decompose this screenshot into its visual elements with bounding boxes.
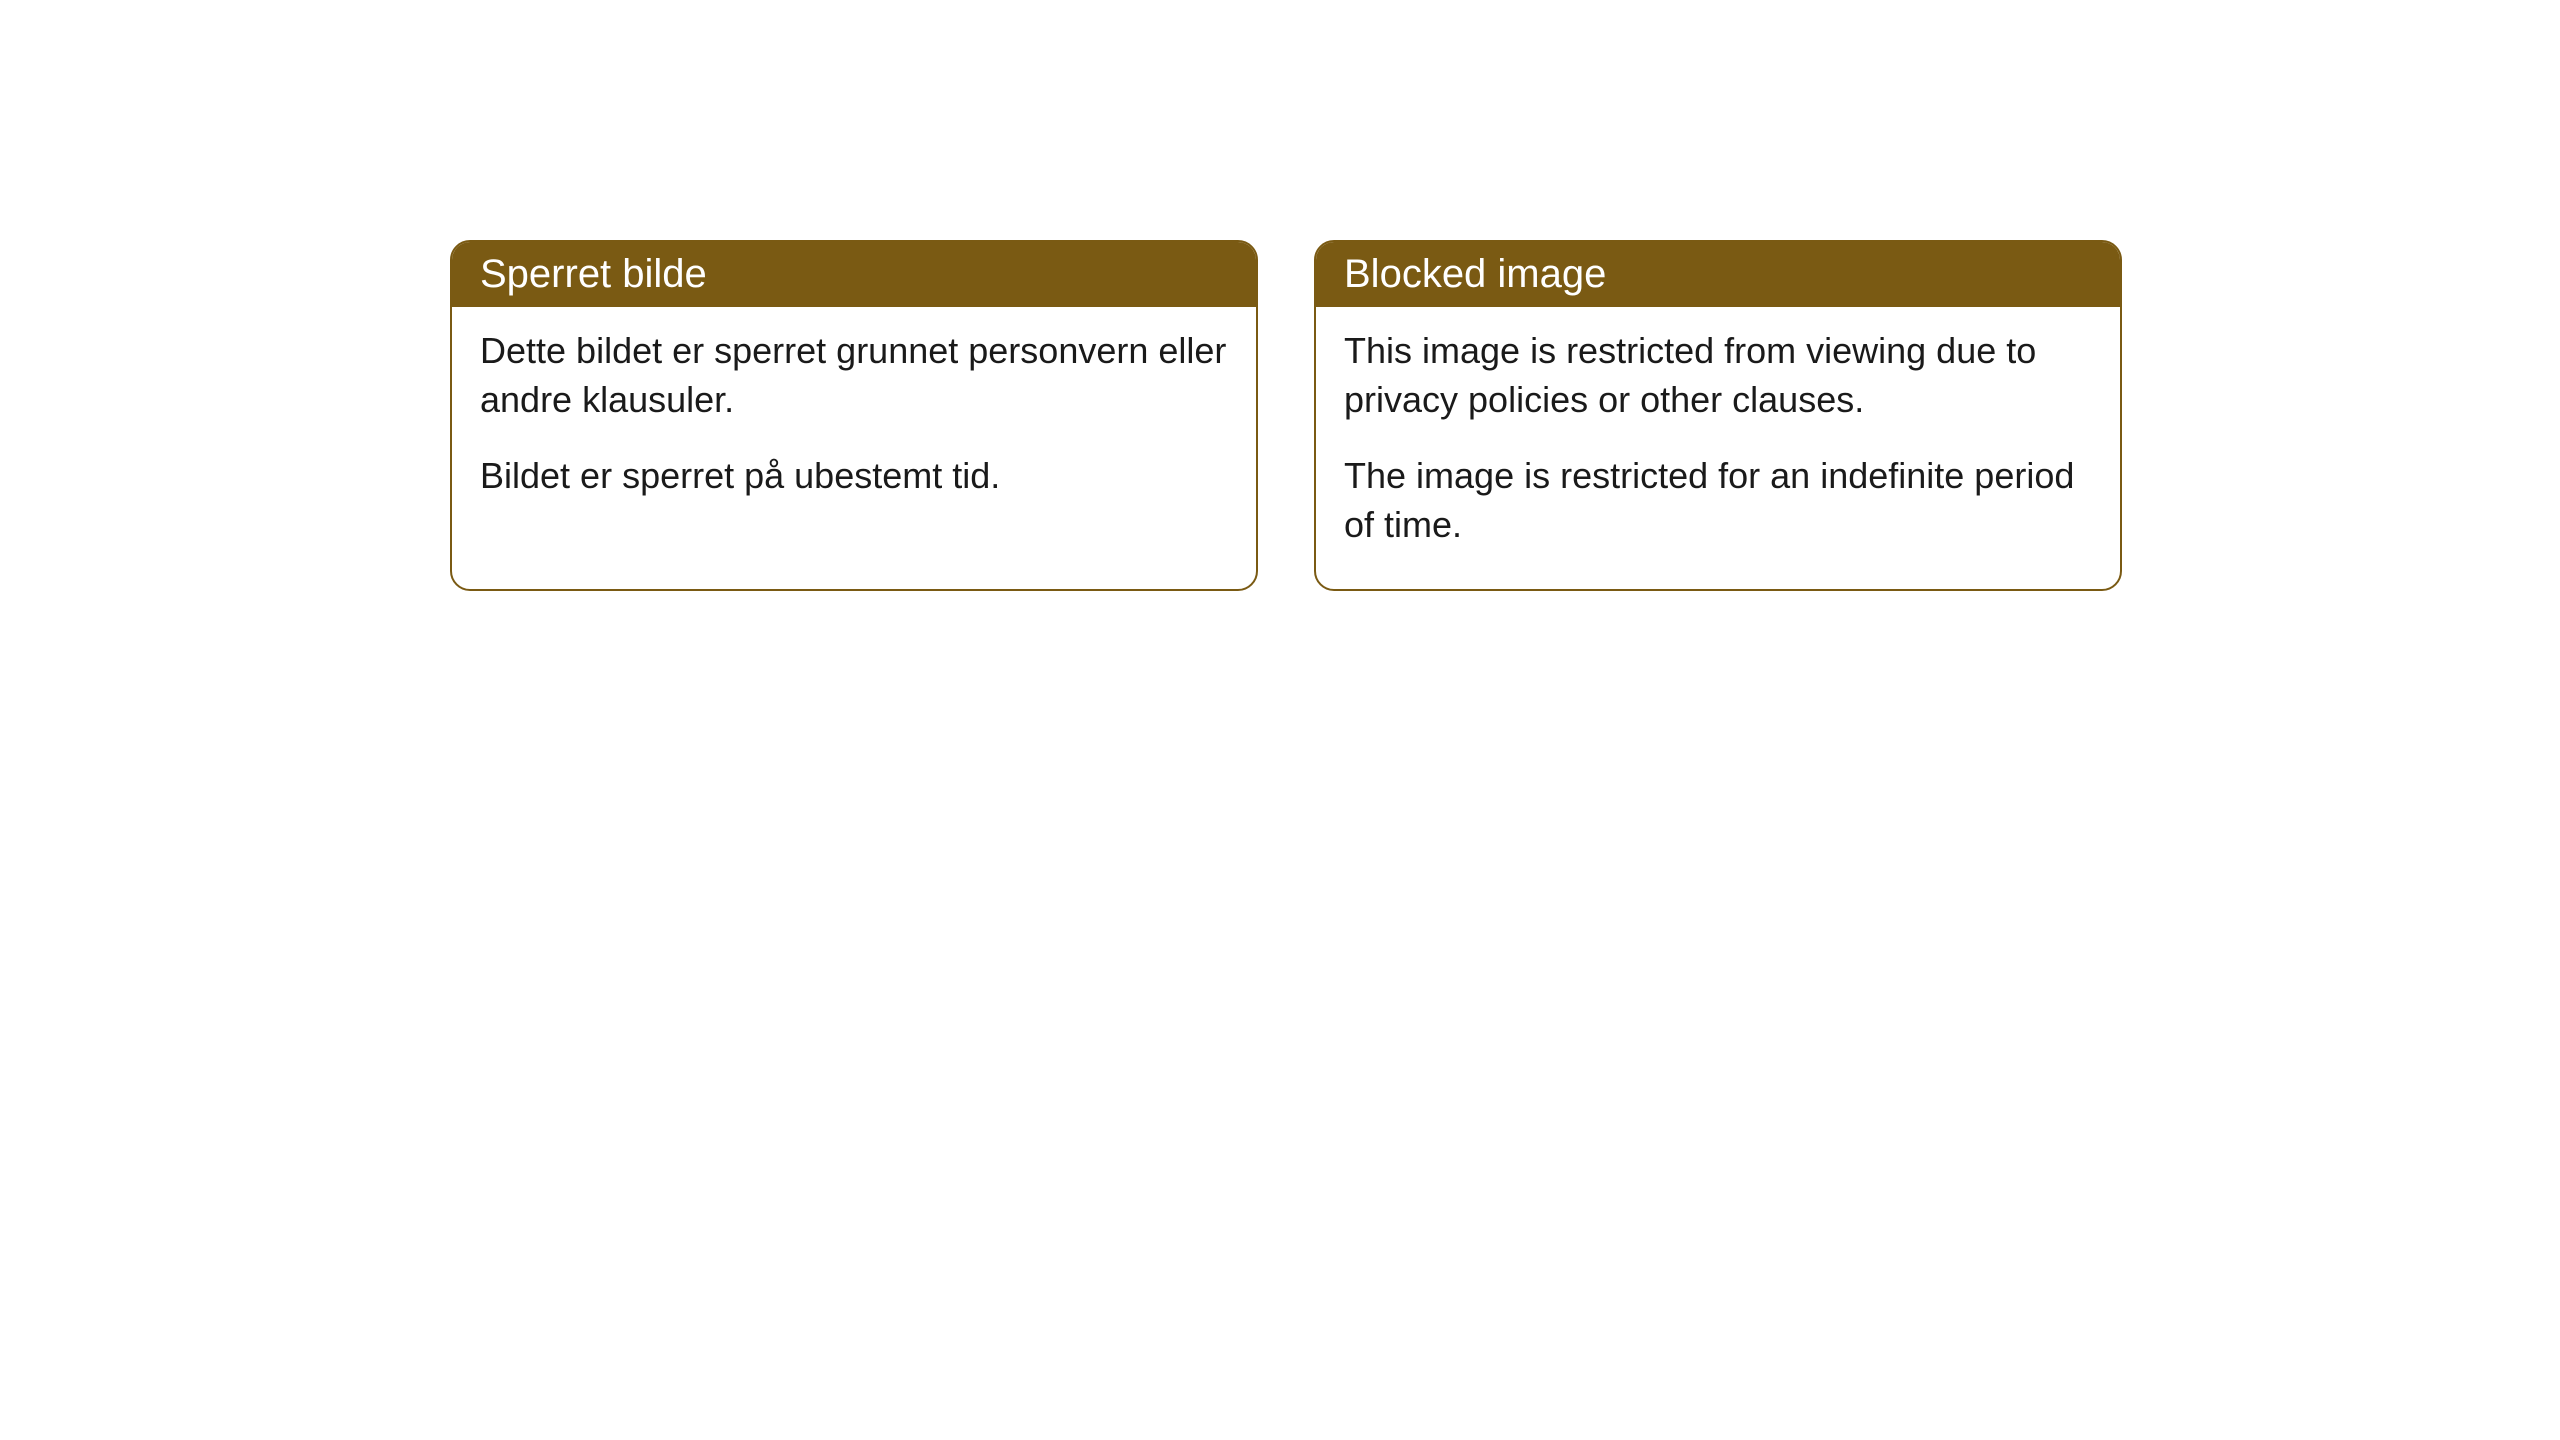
notice-body: This image is restricted from viewing du… bbox=[1316, 307, 2120, 589]
notice-card-norwegian: Sperret bilde Dette bildet er sperret gr… bbox=[450, 240, 1258, 591]
notice-paragraph: Dette bildet er sperret grunnet personve… bbox=[480, 327, 1228, 424]
notice-cards-container: Sperret bilde Dette bildet er sperret gr… bbox=[450, 240, 2122, 591]
notice-body: Dette bildet er sperret grunnet personve… bbox=[452, 307, 1256, 541]
notice-header: Sperret bilde bbox=[452, 242, 1256, 307]
notice-header: Blocked image bbox=[1316, 242, 2120, 307]
notice-card-english: Blocked image This image is restricted f… bbox=[1314, 240, 2122, 591]
notice-paragraph: The image is restricted for an indefinit… bbox=[1344, 452, 2092, 549]
notice-paragraph: Bildet er sperret på ubestemt tid. bbox=[480, 452, 1228, 501]
notice-paragraph: This image is restricted from viewing du… bbox=[1344, 327, 2092, 424]
